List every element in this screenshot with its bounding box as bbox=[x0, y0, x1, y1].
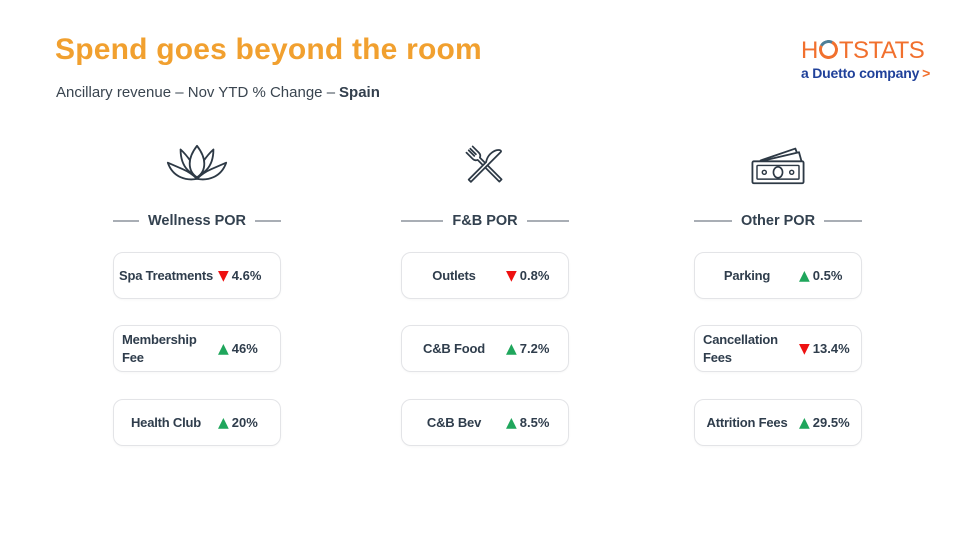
column-other: Other POR Parking ▲ 0.5% Cancellation Fee… bbox=[694, 135, 862, 446]
logo-tagline: a Duetto company > bbox=[801, 66, 941, 80]
change-direction-icon: ▲ bbox=[506, 414, 517, 431]
lotus-icon bbox=[113, 135, 281, 195]
metric-card-cancellation-fees: Cancellation Fees ▼ 13.4% bbox=[694, 325, 862, 372]
change-direction-icon: ▲ bbox=[218, 340, 229, 357]
metric-percent: 29.5% bbox=[812, 415, 850, 430]
metric-percent: 8.5% bbox=[519, 415, 550, 430]
metric-value: ▲ 7.2% bbox=[506, 341, 549, 356]
metric-label: Outlets bbox=[432, 267, 476, 283]
column-header-label: Wellness POR bbox=[147, 213, 247, 229]
metric-value: ▼ 13.4% bbox=[799, 341, 850, 356]
header-dash-right bbox=[824, 220, 862, 222]
metric-percent: 13.4% bbox=[812, 341, 850, 356]
column-header-fnb: F&B POR bbox=[401, 213, 569, 229]
metric-label: Spa Treatments bbox=[118, 267, 213, 283]
metric-card-attrition-fees: Attrition Fees ▲ 29.5% bbox=[694, 399, 862, 446]
metric-card-health-club: Health Club ▲ 20% bbox=[113, 399, 281, 446]
header-dash-left bbox=[401, 220, 444, 222]
metric-card-membership-fee: Membership Fee ▲ 46% bbox=[113, 325, 281, 372]
metric-card-outlets: Outlets ▼ 0.8% bbox=[401, 252, 569, 299]
logo-text-end: TSTATS bbox=[838, 37, 925, 64]
fork-knife-icon bbox=[401, 135, 569, 195]
metric-percent: 0.8% bbox=[519, 268, 550, 283]
logo-o-icon bbox=[816, 37, 841, 62]
metric-label: Membership Fee bbox=[122, 331, 197, 365]
page-title: Spend goes beyond the room bbox=[55, 33, 482, 66]
metric-value: ▲ 29.5% bbox=[799, 415, 850, 430]
column-header-other: Other POR bbox=[694, 213, 862, 229]
metric-value: ▲ 0.5% bbox=[799, 268, 842, 283]
metric-percent: 4.6% bbox=[231, 268, 262, 283]
metric-value: ▲ 46% bbox=[218, 341, 258, 356]
column-header-label: F&B POR bbox=[452, 213, 518, 229]
metric-label: Attrition Fees bbox=[706, 414, 788, 430]
logo-tagline-text: a Duetto company bbox=[801, 65, 920, 81]
metric-percent: 0.5% bbox=[812, 268, 843, 283]
header-dash-right bbox=[526, 220, 569, 222]
logo-text-start: H bbox=[801, 37, 818, 64]
metric-percent: 46% bbox=[231, 341, 258, 356]
metric-value: ▲ 8.5% bbox=[506, 415, 549, 430]
header-dash-left bbox=[694, 220, 732, 222]
change-direction-icon: ▲ bbox=[799, 267, 810, 284]
metric-label: C&B Bev bbox=[426, 414, 482, 430]
metric-label: Cancellation Fees bbox=[703, 331, 778, 365]
metric-percent: 20% bbox=[231, 415, 258, 430]
column-header-wellness: Wellness POR bbox=[113, 213, 282, 229]
metric-label: Parking bbox=[723, 267, 771, 283]
change-direction-icon: ▲ bbox=[799, 414, 810, 431]
subtitle-text: Ancillary revenue – Nov YTD % Change – bbox=[56, 84, 336, 101]
chevron-right-icon: > bbox=[922, 65, 931, 81]
metric-card-spa-treatments: Spa Treatments ▼ 4.6% bbox=[113, 252, 281, 299]
header-dash-left bbox=[113, 220, 139, 222]
metric-label: C&B Food bbox=[423, 340, 485, 356]
column-header-label: Other POR bbox=[740, 213, 816, 229]
change-direction-icon: ▲ bbox=[218, 414, 229, 431]
logo-wordmark: H TSTATS bbox=[801, 37, 941, 64]
subtitle: Ancillary revenue – Nov YTD % Change – Sp… bbox=[56, 84, 380, 101]
subtitle-country: Spain bbox=[339, 84, 380, 101]
metric-value: ▼ 4.6% bbox=[218, 268, 261, 283]
metric-value: ▼ 0.8% bbox=[506, 268, 549, 283]
metric-card-parking: Parking ▲ 0.5% bbox=[694, 252, 862, 299]
header-dash-right bbox=[255, 220, 282, 222]
hotstats-logo: H TSTATS a Duetto company > bbox=[801, 37, 941, 80]
metric-card-cb-bev: C&B Bev ▲ 8.5% bbox=[401, 399, 569, 446]
column-fnb: F&B POR Outlets ▼ 0.8% C&B Food ▲ 7.2% C&B… bbox=[401, 135, 569, 446]
metric-card-cb-food: C&B Food ▲ 7.2% bbox=[401, 325, 569, 372]
metric-label: Health Club bbox=[130, 414, 202, 430]
change-direction-icon: ▼ bbox=[506, 267, 517, 284]
change-direction-icon: ▼ bbox=[799, 340, 810, 357]
column-wellness: Wellness POR Spa Treatments ▼ 4.6% Member… bbox=[113, 135, 282, 446]
change-direction-icon: ▼ bbox=[218, 267, 229, 284]
change-direction-icon: ▲ bbox=[506, 340, 517, 357]
banknotes-icon bbox=[694, 135, 862, 195]
metric-value: ▲ 20% bbox=[218, 415, 258, 430]
metric-percent: 7.2% bbox=[519, 341, 550, 356]
